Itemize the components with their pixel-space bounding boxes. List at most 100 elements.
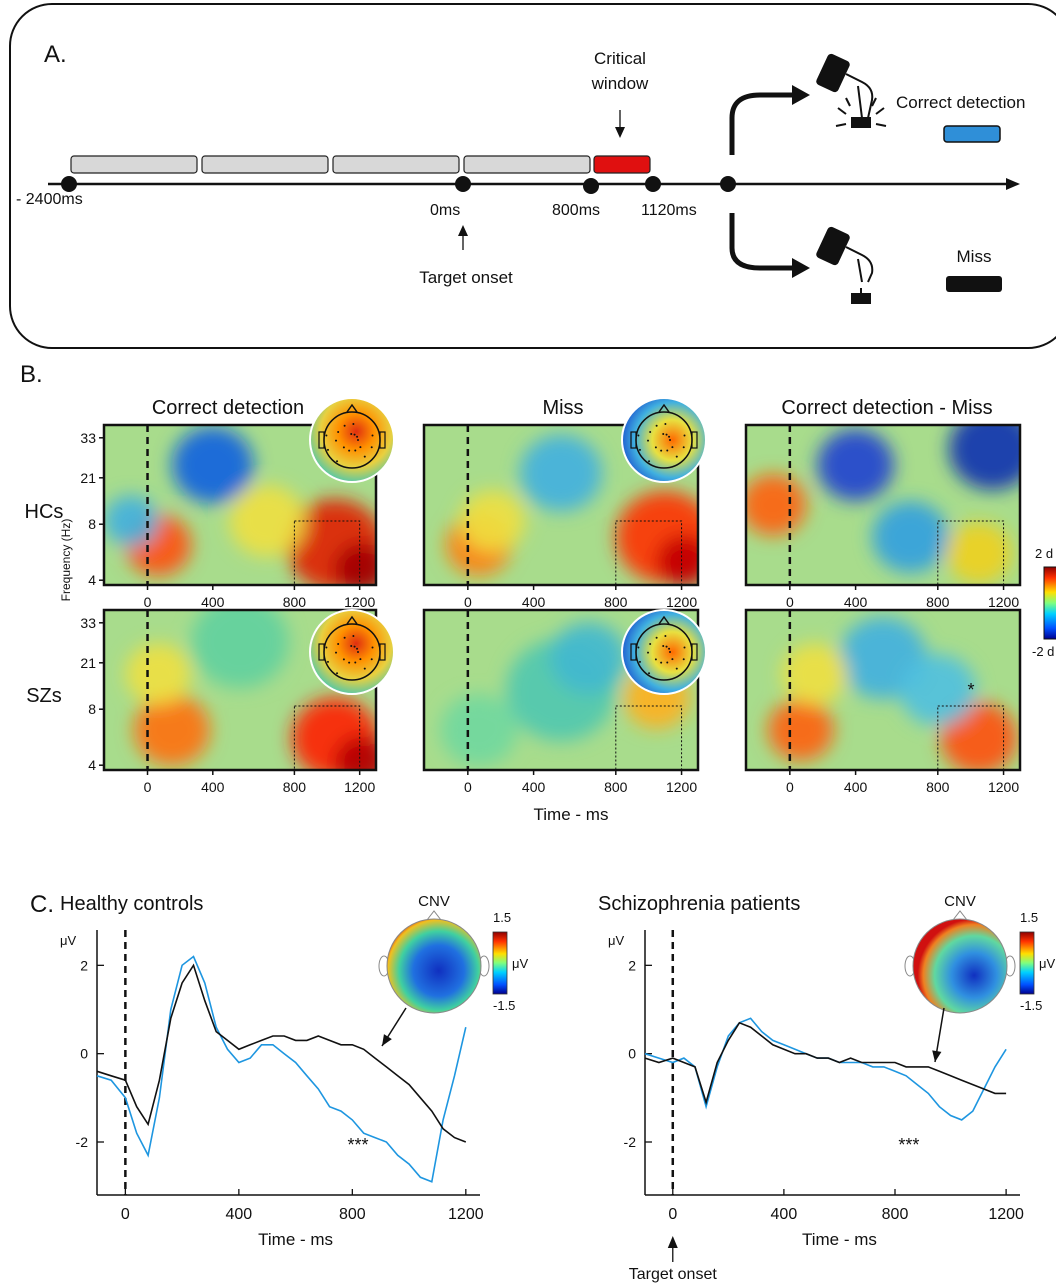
ear-outline [379,643,386,661]
electrode-dot [647,651,650,654]
electrode-dot [664,423,667,426]
correct-detection-label: Correct detection [896,93,1025,112]
electrode-dot [660,661,663,664]
electrode-dot [348,449,351,452]
electrode-dot [637,434,640,437]
x-tick-label: 1200 [666,779,697,795]
electrode-dot [638,660,641,663]
electrode-dot [660,449,663,452]
timeline-marker [583,178,599,194]
colorbar-max-label: 1.5 [1020,910,1038,925]
map-blob [133,694,211,766]
row-label: HCs [25,501,64,523]
y-tick-label: 21 [80,470,96,486]
electrode-dot [363,455,366,458]
x-tick-label: 0 [464,594,472,610]
electrode-dot [662,433,665,436]
electrode-dot [326,660,329,663]
erp-plots: Healthy controls μV 2 0 -2 0 400 800 1200 Time - … [60,893,1055,1283]
nose-outline [346,615,358,625]
map-blob [946,522,1012,584]
x-axis-label: Time - ms [258,1230,333,1249]
electrode-dot [669,439,671,441]
electrode-dot [354,449,357,452]
x-tick-label: 0 [121,1206,130,1223]
electrode-dot [357,651,359,653]
y-tick-label: 4 [88,757,96,773]
electrode-dot [682,658,685,661]
panel-c: C. Healthy controls μV 2 0 -2 0 400 800 1200 Time… [30,891,1055,1283]
electrode-dot [683,434,686,437]
panel-b-label: B. [20,361,43,388]
x-tick-label: 800 [882,1206,909,1223]
electrode-dot [335,439,338,442]
tf-map [104,425,376,585]
electrode-dot [655,424,658,427]
map-blob [899,654,977,726]
x-tick-label: 1200 [344,779,375,795]
scalp-topography [386,918,482,1014]
electrode-dot [354,661,357,664]
map-blob [519,434,603,512]
y-tick-label: 21 [80,655,96,671]
tf-map [104,610,376,770]
x-tick-label: 400 [201,779,225,795]
electrode-dot [668,435,671,438]
electrode-dot [654,658,657,661]
scalp-topography [912,918,1008,1014]
electrode-dot [371,434,374,437]
map-blobs [125,610,376,770]
ear-outline [691,431,698,449]
x-tick-label: 0 [464,779,472,795]
map-frame [744,608,1022,772]
ear-outline [318,431,325,449]
x-tick-label: 1200 [988,779,1019,795]
x-tick-label: 800 [604,594,628,610]
down-arrow-head [615,127,625,138]
electrode-dot [662,645,665,648]
ear-outline [318,643,325,661]
pointer-arrowhead [932,1050,942,1062]
topography-colorbar [1019,931,1035,995]
electrode-dot [359,446,362,449]
y-tick-label: 8 [88,701,96,717]
electrode-dot [637,646,640,649]
map-blob [335,736,376,770]
stimulus-bar [70,155,198,174]
electrode-dot [371,646,374,649]
x-tick-label: 400 [844,779,868,795]
stimulus-sequence [70,155,651,174]
critical-window-box [615,705,683,771]
panel-a-frame [9,3,1056,349]
stimulus-bar [332,155,460,174]
significance-stars: *** [347,1135,368,1155]
critical-window-box [937,520,1005,586]
x-tick-label: 800 [339,1206,366,1223]
miss-swatch [946,276,1002,292]
electrode-dot [648,460,651,463]
map-blobs [767,617,1018,770]
topography-label: CNV [418,893,450,910]
map-blob [948,425,1020,490]
map-blob [656,535,698,585]
map-blob [440,694,518,766]
y-tick-label: 0 [80,1046,88,1062]
time-axis-label: Time - ms [534,805,609,824]
nose-outline [952,910,968,921]
hand-release-icon [816,226,874,304]
map-blob [746,474,807,536]
colorbar [1043,566,1056,640]
x-tick-label: 400 [226,1206,253,1223]
y-tick-label: 0 [628,1046,636,1062]
y-axis-label: μV [60,933,76,948]
electrode-dot [675,455,678,458]
critical-window-box [293,520,361,586]
electrode-dot [343,424,346,427]
map-blob [229,485,306,557]
y-tick-label: -2 [76,1134,89,1150]
panel-b: B. Correct detection Miss Correct detect… [20,361,1056,824]
ear-outline [379,431,386,449]
nose-outline [658,615,670,625]
electrode-dot [370,446,373,449]
